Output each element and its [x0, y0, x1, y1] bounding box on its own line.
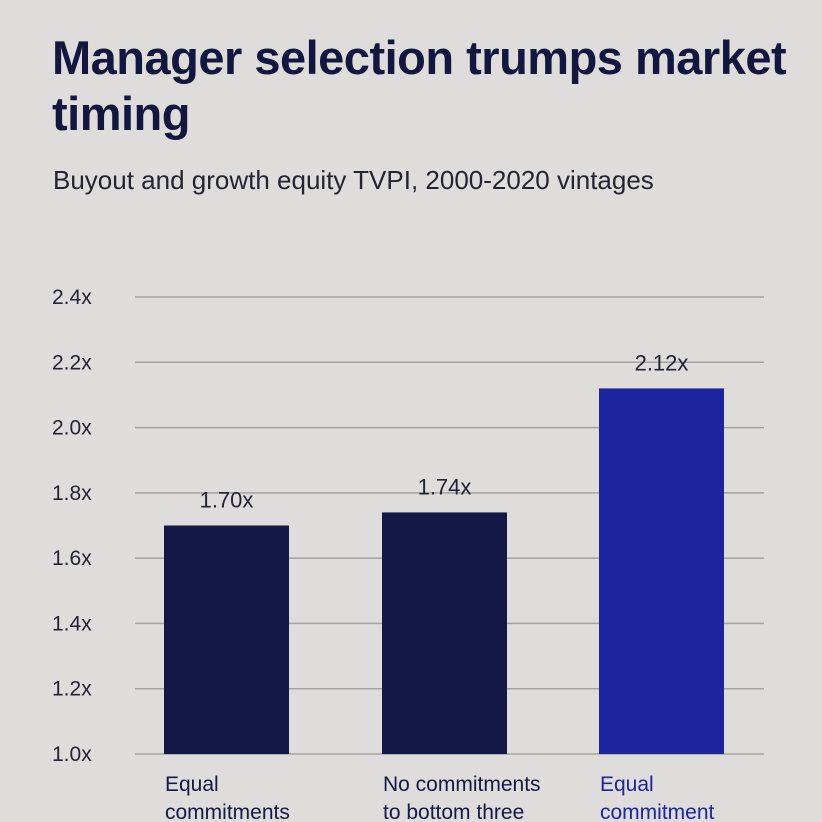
y-tick-label: 1.2x [52, 678, 92, 701]
y-tick-label: 1.4x [52, 612, 92, 635]
y-tick-label: 1.8x [52, 482, 92, 505]
data-label: 1.74x [418, 474, 472, 499]
y-tick-label: 2.2x [52, 351, 92, 374]
category-label: Equal [165, 773, 219, 796]
data-labels: 1.70x 1.74x 2.12x [200, 350, 689, 512]
chart-title: Manager selection trumps market timing [52, 31, 787, 140]
y-tick-label: 2.0x [52, 417, 92, 440]
category-label: No commitments [383, 773, 541, 796]
bars [164, 388, 724, 754]
y-tick-label: 1.0x [52, 743, 92, 766]
bar [164, 525, 289, 754]
category-label: Equal [600, 773, 654, 796]
y-axis-ticks: 1.0x 1.2x 1.4x 1.6x 1.8x 2.0x 2.2x 2.4x [52, 286, 92, 766]
data-label: 2.12x [635, 350, 689, 375]
chart-subtitle: Buyout and growth equity TVPI, 2000-2020… [53, 165, 654, 195]
y-tick-label: 1.6x [52, 547, 92, 570]
y-tick-label: 2.4x [52, 286, 92, 309]
bar [599, 388, 724, 754]
bar [382, 512, 507, 754]
category-label: commitments [165, 801, 290, 822]
category-labels: Equal commitments No commitments to bottom … [165, 773, 715, 822]
data-label: 1.70x [200, 488, 254, 513]
category-label: commitment [600, 801, 715, 822]
category-label: to bottom three [383, 801, 524, 822]
